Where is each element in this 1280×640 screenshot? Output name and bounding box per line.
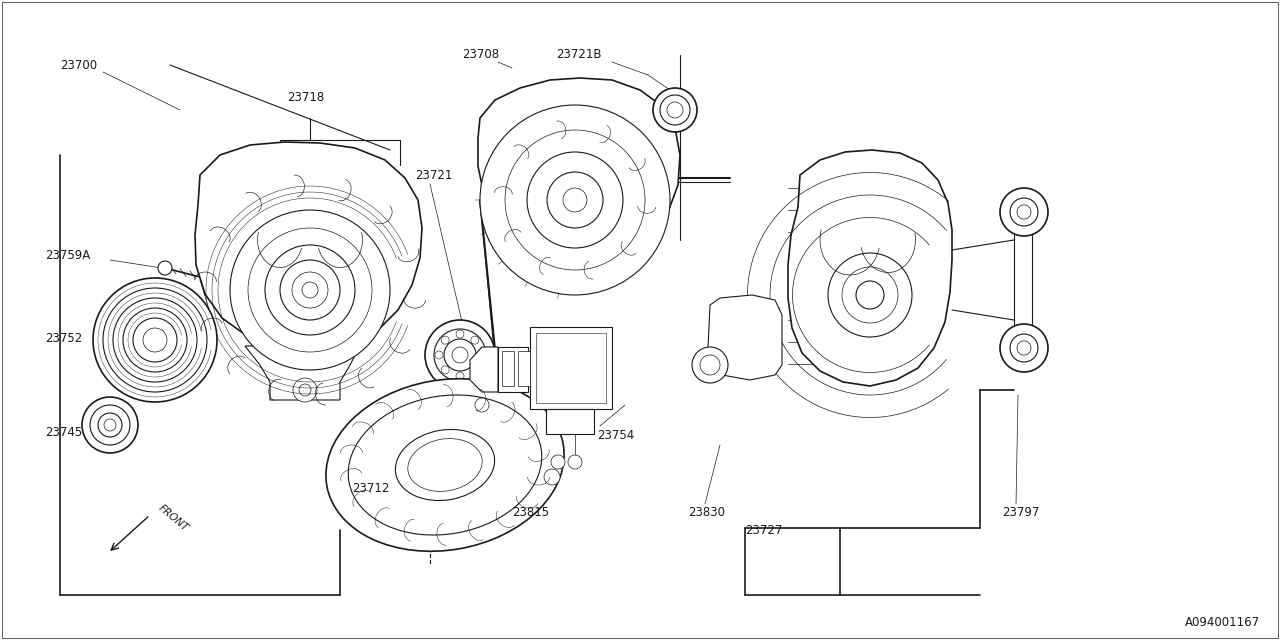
Bar: [530, 327, 612, 409]
Bar: [518, 351, 530, 386]
Text: 23721B: 23721B: [556, 47, 602, 61]
Circle shape: [653, 88, 698, 132]
Circle shape: [1010, 334, 1038, 362]
Text: 23830: 23830: [689, 506, 724, 518]
Circle shape: [302, 282, 317, 298]
Circle shape: [568, 455, 582, 469]
Bar: [498, 347, 529, 392]
Circle shape: [113, 298, 197, 382]
Circle shape: [444, 339, 476, 371]
Circle shape: [123, 308, 187, 372]
Polygon shape: [788, 150, 952, 386]
Circle shape: [563, 188, 588, 212]
Circle shape: [856, 281, 884, 309]
Circle shape: [99, 413, 122, 437]
Text: FRONT: FRONT: [156, 503, 191, 534]
Circle shape: [93, 278, 218, 402]
Circle shape: [452, 347, 468, 363]
Circle shape: [547, 172, 603, 228]
Circle shape: [1018, 205, 1030, 219]
Polygon shape: [195, 142, 422, 348]
Circle shape: [265, 245, 355, 335]
Circle shape: [442, 366, 449, 374]
Circle shape: [1010, 198, 1038, 226]
Polygon shape: [477, 78, 680, 258]
Circle shape: [544, 469, 561, 485]
Circle shape: [82, 397, 138, 453]
Circle shape: [280, 260, 340, 320]
Bar: [502, 351, 515, 386]
Circle shape: [480, 105, 669, 295]
Circle shape: [1000, 324, 1048, 372]
Circle shape: [1000, 188, 1048, 236]
Text: 23727: 23727: [745, 524, 782, 536]
Polygon shape: [470, 347, 498, 392]
Circle shape: [527, 152, 623, 248]
Ellipse shape: [396, 429, 494, 500]
Text: 23754: 23754: [596, 429, 635, 442]
Circle shape: [477, 351, 485, 359]
Circle shape: [102, 288, 207, 392]
Circle shape: [442, 336, 449, 344]
Circle shape: [700, 355, 721, 375]
Text: 23759A: 23759A: [45, 248, 91, 262]
Circle shape: [435, 351, 443, 359]
Circle shape: [471, 336, 479, 344]
Text: A094001167: A094001167: [1185, 616, 1260, 628]
Circle shape: [425, 320, 495, 390]
Circle shape: [143, 328, 166, 352]
Circle shape: [292, 272, 328, 308]
Text: 23745: 23745: [45, 426, 82, 438]
Circle shape: [456, 372, 465, 380]
Circle shape: [104, 419, 116, 431]
Circle shape: [293, 378, 317, 402]
Circle shape: [157, 261, 172, 275]
Circle shape: [692, 347, 728, 383]
Text: 23815: 23815: [512, 506, 549, 518]
Text: 23718: 23718: [288, 90, 325, 104]
Circle shape: [828, 253, 913, 337]
Circle shape: [660, 95, 690, 125]
Bar: [547, 409, 594, 434]
Circle shape: [506, 130, 645, 270]
Text: 23712: 23712: [352, 481, 389, 495]
Circle shape: [456, 330, 465, 338]
Text: 23797: 23797: [1002, 506, 1039, 518]
Circle shape: [1018, 341, 1030, 355]
Text: 23700: 23700: [60, 58, 97, 72]
Circle shape: [230, 210, 390, 370]
Circle shape: [90, 405, 131, 445]
Circle shape: [550, 455, 564, 469]
Text: 23752: 23752: [45, 332, 82, 344]
Circle shape: [475, 398, 489, 412]
Text: 23721: 23721: [415, 168, 452, 182]
Ellipse shape: [408, 438, 483, 492]
Text: 23708: 23708: [462, 47, 499, 61]
Circle shape: [471, 366, 479, 374]
Polygon shape: [708, 295, 782, 380]
Bar: [1014, 225, 1032, 355]
Circle shape: [133, 318, 177, 362]
Circle shape: [248, 228, 372, 352]
Ellipse shape: [326, 379, 564, 551]
Polygon shape: [244, 346, 360, 400]
Bar: [536, 333, 605, 403]
Circle shape: [842, 267, 899, 323]
Circle shape: [434, 329, 486, 381]
Circle shape: [667, 102, 684, 118]
Circle shape: [300, 384, 311, 396]
Ellipse shape: [348, 395, 541, 535]
